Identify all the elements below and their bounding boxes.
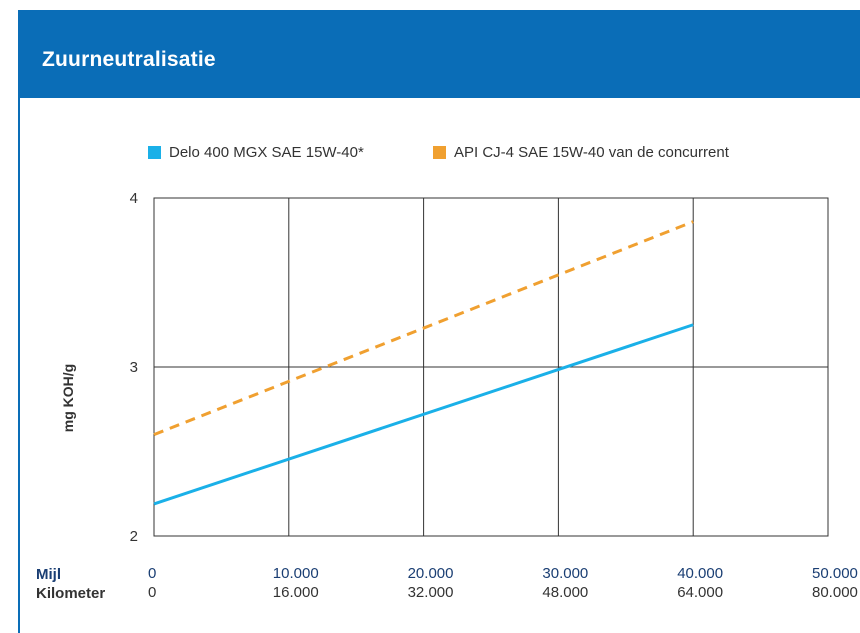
x-tick-label-km: 48.000: [542, 584, 588, 601]
chart-title: Zuurneutralisatie: [42, 48, 216, 71]
legend-item-delo: Delo 400 MGX SAE 15W-40*: [148, 144, 364, 161]
y-tick-label: 3: [130, 359, 138, 376]
x-tick-label-mijl: 30.000: [542, 565, 588, 582]
y-tick-label: 4: [130, 190, 138, 207]
x-tick-label-mijl: 40.000: [677, 565, 723, 582]
x-tick-label-km: 0: [148, 584, 156, 601]
y-tick-label: 2: [130, 528, 138, 545]
x-tick-label-km: 80.000: [812, 584, 858, 601]
x-tick-label-mijl: 50.000: [812, 565, 858, 582]
legend-swatch-api: [433, 146, 446, 159]
x-row-label-mijl: Mijl: [36, 566, 61, 583]
x-tick-label-mijl: 20.000: [408, 565, 454, 582]
series-line-delo: [153, 323, 694, 506]
x-row-label-kilometer: Kilometer: [36, 585, 106, 602]
chart-header: Zuurneutralisatie: [18, 10, 860, 98]
legend-label-delo: Delo 400 MGX SAE 15W-40*: [169, 144, 364, 161]
legend-item-api: API CJ-4 SAE 15W-40 van de concurrent: [433, 144, 729, 161]
legend-label-api: API CJ-4 SAE 15W-40 van de concurrent: [454, 144, 729, 161]
x-tick-label-km: 32.000: [408, 584, 454, 601]
x-tick-label-mijl: 10.000: [273, 565, 319, 582]
x-tick-label-km: 64.000: [677, 584, 723, 601]
series-line-api: [153, 220, 694, 436]
legend-swatch-delo: [148, 146, 161, 159]
x-tick-label-mijl: 0: [148, 565, 156, 582]
x-tick-label-km: 16.000: [273, 584, 319, 601]
